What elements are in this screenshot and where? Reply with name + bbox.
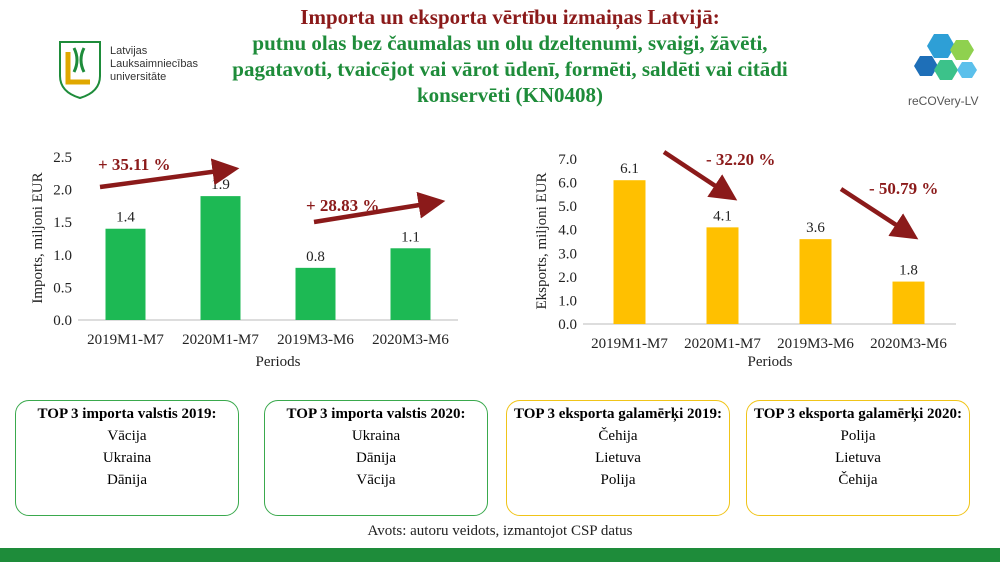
data-label: 1.8 <box>899 263 918 279</box>
bar <box>105 228 146 320</box>
university-line-2: Lauksaimniecības <box>110 58 199 70</box>
university-logo <box>54 38 106 100</box>
university-name: Latvijas Lauksaimniecības universitāte <box>110 45 198 84</box>
y-tick-label: 0.0 <box>53 313 72 329</box>
title-line-1: Importa un eksporta vērtību izmaiņas Lat… <box>300 5 720 29</box>
x-tick-label: 2019M1-M7 <box>591 336 668 352</box>
import-chart: 0.0 0.5 1.0 1.5 2.0 2.5 1.4 2019M1-M7 1.9 2020M1-… <box>30 150 458 370</box>
y-tick-label: 2.5 <box>53 150 72 166</box>
change-arrow <box>99 158 240 190</box>
data-label: 1.1 <box>401 229 420 245</box>
box-title: TOP 3 importa valstis 2019: <box>37 406 217 422</box>
title-line-2: putnu olas bez čaumalas un olu dzeltenum… <box>252 31 768 55</box>
box-import-2019: TOP 3 importa valstis 2019: Vācija Ukrai… <box>15 400 239 516</box>
box-export-2019: TOP 3 eksporta galamērķi 2019: Čehija Li… <box>506 400 730 516</box>
change-annotation: + 28.83 % <box>306 196 379 215</box>
y-tick-label: 5.0 <box>558 199 577 215</box>
bar <box>200 196 241 320</box>
bar <box>295 267 336 320</box>
y-tick-label: 1.0 <box>558 293 577 309</box>
y-tick-label: 7.0 <box>558 152 577 168</box>
change-annotation: - 32.20 % <box>706 150 775 169</box>
box-item: Polija <box>840 428 876 444</box>
bar <box>390 248 431 320</box>
box-export-2020: TOP 3 eksporta galamērķi 2020: Polija Li… <box>746 400 970 516</box>
box-title: TOP 3 eksporta galamērķi 2020: <box>753 406 963 422</box>
x-tick-label: 2020M3-M6 <box>372 332 449 348</box>
change-arrow <box>839 187 919 240</box>
bar <box>613 180 646 324</box>
x-tick-label: 2020M3-M6 <box>870 336 947 352</box>
y-axis-title: Imports, miljoni EUR <box>30 172 46 303</box>
box-import-2020: TOP 3 importa valstis 2020: Ukraina Dāni… <box>264 400 488 516</box>
box-item: Lietuva <box>595 450 641 466</box>
recovery-logo <box>912 32 984 90</box>
data-label: 1.9 <box>211 177 230 193</box>
box-item: Vācija <box>107 428 147 444</box>
box-title: TOP 3 importa valstis 2020: <box>286 406 466 422</box>
data-label: 6.1 <box>620 161 639 177</box>
project-name: reCOVery-LV <box>908 94 979 108</box>
y-tick-label: 2.0 <box>558 270 577 286</box>
x-tick-label: 2020M1-M7 <box>182 332 259 348</box>
x-axis-title: Periods <box>256 354 301 370</box>
change-annotation: - 50.79 % <box>869 179 938 198</box>
y-tick-label: 2.0 <box>53 183 72 199</box>
title-line-3: pagatavoti, tvaicējot vai vārot ūdenī, f… <box>232 57 788 81</box>
x-tick-label: 2019M3-M6 <box>777 336 854 352</box>
data-label: 4.1 <box>713 208 732 224</box>
x-tick-label: 2019M3-M6 <box>277 332 354 348</box>
bar <box>892 281 925 324</box>
y-tick-label: 1.5 <box>53 215 72 231</box>
page-title: Importa un eksporta vērtību izmaiņas Lat… <box>190 4 830 108</box>
title-line-4: konservēti (KN0408) <box>416 83 604 107</box>
x-axis-title: Periods <box>748 354 793 370</box>
x-tick-label: 2019M1-M7 <box>87 332 164 348</box>
bar <box>799 239 832 324</box>
data-label: 0.8 <box>306 249 325 265</box>
box-item: Čehija <box>838 472 878 488</box>
footer-bar <box>0 548 1000 562</box>
change-annotation: + 35.11 % <box>98 155 171 174</box>
data-label: 3.6 <box>806 220 825 236</box>
x-tick-label: 2020M1-M7 <box>684 336 761 352</box>
y-tick-label: 6.0 <box>558 176 577 192</box>
change-arrow <box>313 191 446 225</box>
y-tick-label: 1.0 <box>53 248 72 264</box>
box-item: Čehija <box>598 428 638 444</box>
university-line-1: Latvijas <box>110 45 148 57</box>
box-item: Dānija <box>107 472 147 488</box>
y-tick-label: 0.0 <box>558 317 577 333</box>
change-arrow <box>662 150 738 201</box>
source-note: Avots: autoru veidots, izmantojot CSP da… <box>367 523 633 539</box>
y-tick-label: 0.5 <box>53 280 72 296</box>
box-item: Ukraina <box>351 428 401 444</box>
box-item: Polija <box>600 472 636 488</box>
box-item: Lietuva <box>835 450 881 466</box>
y-tick-label: 4.0 <box>558 223 577 239</box>
box-item: Vācija <box>356 472 396 488</box>
box-item: Ukraina <box>102 450 152 466</box>
y-axis-title: Eksports, miljoni EUR <box>534 172 550 309</box>
university-line-3: universitāte <box>110 71 167 83</box>
box-item: Dānija <box>356 450 396 466</box>
export-chart: 0.0 1.0 2.0 3.0 4.0 5.0 6.0 7.0 6.1 2019M1-M7 4.1 2… <box>534 150 956 370</box>
y-tick-label: 3.0 <box>558 246 577 262</box>
bar <box>706 227 739 324</box>
box-title: TOP 3 eksporta galamērķi 2019: <box>513 406 723 422</box>
data-label: 1.4 <box>116 210 135 226</box>
